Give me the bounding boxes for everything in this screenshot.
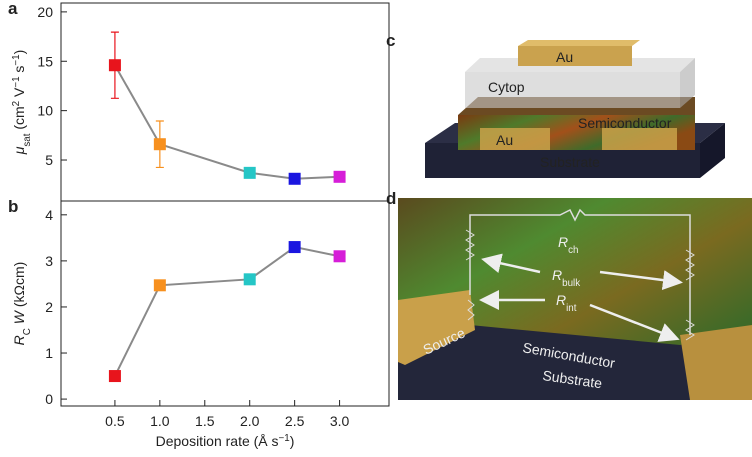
text-part: R xyxy=(556,292,566,308)
text-part: R xyxy=(11,335,27,345)
y-tick-label: 20 xyxy=(37,4,53,20)
x-tick-label: 2.5 xyxy=(285,413,305,429)
text-part: W xyxy=(11,309,27,324)
x-tick-label: 2.0 xyxy=(240,413,260,429)
data-line xyxy=(114,245,340,377)
text-part: ) xyxy=(11,50,27,55)
y-tick-label: 3 xyxy=(45,253,53,269)
data-point xyxy=(243,166,256,179)
resistor-label: Rch xyxy=(558,234,578,256)
data-point xyxy=(108,370,121,383)
y-axis-label: RC W (kΩcm) xyxy=(11,262,33,346)
data-point xyxy=(153,138,166,151)
y-tick-label: 15 xyxy=(37,53,53,69)
panel-label: d xyxy=(386,189,396,208)
text-part: s xyxy=(11,66,27,77)
text-part: −1 xyxy=(279,433,290,444)
resistor-label: Rbulk xyxy=(552,267,580,289)
text-part: μ xyxy=(11,146,27,155)
plot-frame xyxy=(60,200,390,407)
y-tick-label: 10 xyxy=(37,103,53,119)
text-part: bulk xyxy=(562,278,580,289)
data-point xyxy=(333,170,346,183)
text-part: 2 xyxy=(11,101,22,106)
text-part: ) xyxy=(290,433,295,449)
y-tick-label: 1 xyxy=(45,345,53,361)
text-part: ch xyxy=(568,245,578,256)
x-tick-label: 0.5 xyxy=(105,413,125,429)
y-tick-label: 5 xyxy=(45,152,53,168)
data-line xyxy=(114,64,340,180)
resistor-label: Rint xyxy=(556,292,577,314)
panel-label: a xyxy=(8,0,18,18)
render-label: Semiconductor xyxy=(578,115,672,131)
render-label: Substrate xyxy=(540,154,600,170)
data-point xyxy=(288,172,301,185)
x-tick-label: 3.0 xyxy=(330,413,350,429)
data-point xyxy=(333,250,346,263)
panel-d-render xyxy=(398,198,752,400)
text-part: int xyxy=(566,303,577,314)
panel-label: b xyxy=(8,197,18,216)
text-part: (cm xyxy=(11,106,27,133)
y-tick-label: 4 xyxy=(45,207,53,223)
text-part: R xyxy=(558,234,568,250)
text-part: Deposition rate (Å s xyxy=(156,433,279,449)
text-part: sat xyxy=(22,133,33,146)
y-axis-label: μsat (cm2 V−1 s−1) xyxy=(11,50,33,156)
y-tick-label: 0 xyxy=(45,391,53,407)
x-tick-label: 1.0 xyxy=(150,413,170,429)
text-part: −1 xyxy=(11,76,22,87)
data-point xyxy=(243,273,256,286)
text-part: (kΩcm) xyxy=(11,262,27,311)
data-point xyxy=(108,59,121,72)
render-label: Cytop xyxy=(488,79,525,95)
panel-label: c xyxy=(386,31,395,50)
text-part: C xyxy=(22,328,33,335)
data-point xyxy=(288,241,301,254)
text-part: −1 xyxy=(11,54,22,65)
text-part: V xyxy=(11,87,27,101)
render-label: Au xyxy=(556,49,573,65)
x-axis-label: Deposition rate (Å s−1) xyxy=(156,433,295,450)
text-part: R xyxy=(552,267,562,283)
render-label: Au xyxy=(496,132,513,148)
y-tick-label: 2 xyxy=(45,299,53,315)
panel-c-render xyxy=(425,40,725,178)
data-point xyxy=(153,279,166,292)
x-tick-label: 1.5 xyxy=(195,413,215,429)
